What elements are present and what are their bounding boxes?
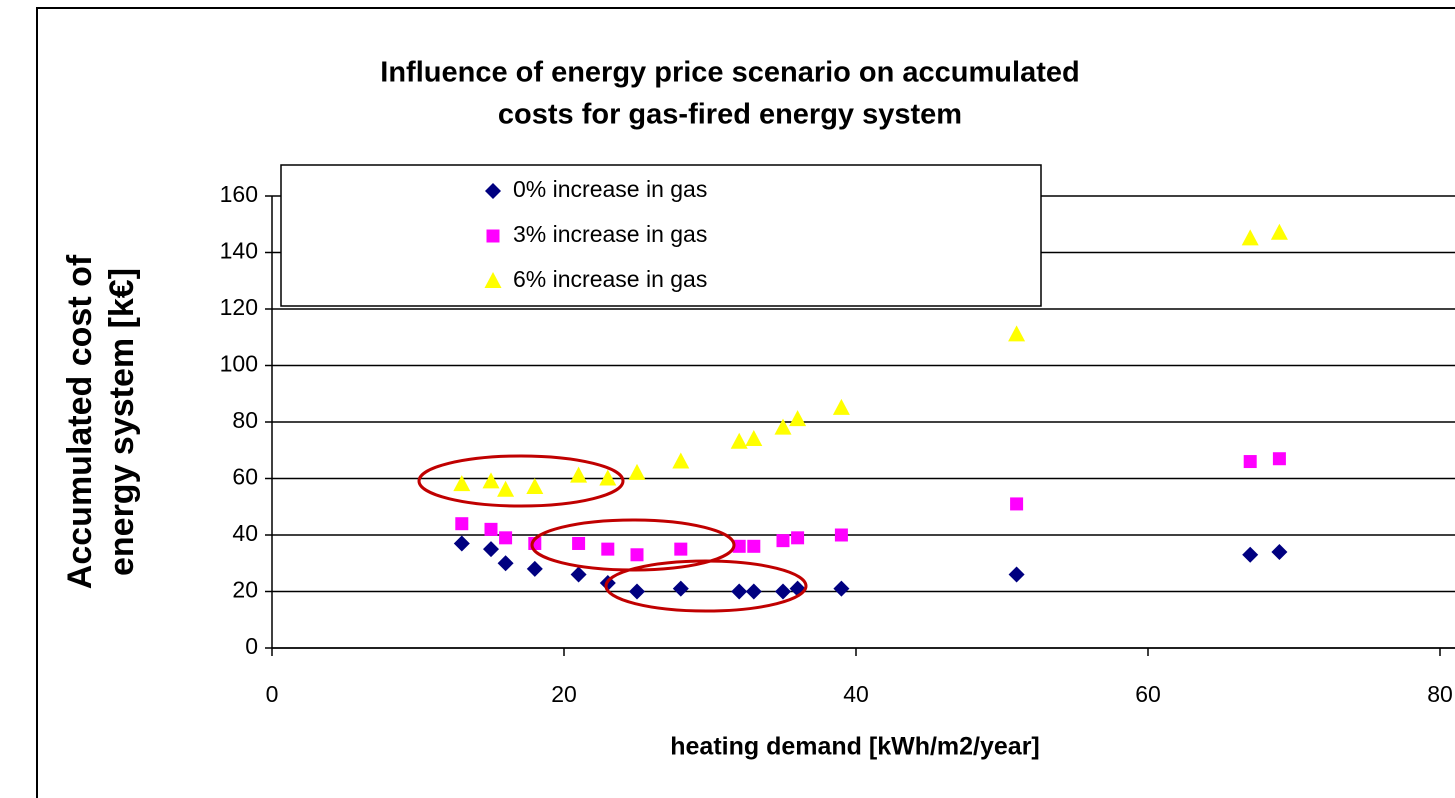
point bbox=[1241, 229, 1259, 246]
point bbox=[629, 583, 645, 600]
point bbox=[1008, 566, 1025, 583]
x-tick-label: 20 bbox=[551, 681, 577, 707]
point bbox=[730, 432, 748, 449]
y-tick-label: 80 bbox=[232, 407, 258, 433]
y-tick-label: 160 bbox=[220, 181, 258, 207]
chart-frame bbox=[36, 7, 1455, 798]
x-tick-label: 60 bbox=[1135, 681, 1161, 707]
y-tick-label: 20 bbox=[232, 577, 258, 603]
point bbox=[484, 522, 498, 536]
y-axis-label: energy system [k€] bbox=[103, 268, 141, 576]
ellipse bbox=[604, 559, 808, 613]
ellipse bbox=[417, 454, 625, 508]
point bbox=[1008, 325, 1026, 342]
point bbox=[1270, 223, 1288, 240]
y-tick-label: 140 bbox=[220, 238, 258, 264]
point bbox=[1243, 455, 1257, 469]
point bbox=[747, 539, 761, 553]
point bbox=[526, 477, 544, 494]
point bbox=[455, 517, 469, 531]
point bbox=[453, 535, 470, 552]
point bbox=[832, 398, 850, 415]
point bbox=[672, 580, 689, 597]
legend-marker bbox=[485, 183, 501, 199]
point bbox=[791, 531, 805, 545]
point bbox=[499, 531, 513, 545]
point bbox=[833, 580, 850, 597]
chart-title: Influence of energy price scenario on ac… bbox=[380, 57, 1079, 89]
point bbox=[745, 429, 763, 446]
legend-box bbox=[280, 164, 1042, 307]
point bbox=[674, 542, 688, 556]
point bbox=[732, 539, 746, 553]
point bbox=[601, 542, 615, 556]
point bbox=[1010, 497, 1024, 511]
point bbox=[776, 534, 790, 548]
point bbox=[745, 583, 762, 600]
point bbox=[731, 583, 748, 600]
point bbox=[672, 452, 690, 469]
point bbox=[570, 566, 587, 583]
legend-label: 3% increase in gas bbox=[513, 221, 707, 247]
y-tick-label: 120 bbox=[220, 294, 258, 320]
y-tick-label: 100 bbox=[220, 351, 258, 377]
legend-label: 0% increase in gas bbox=[513, 176, 707, 202]
point bbox=[483, 541, 499, 558]
x-axis-label: heating demand [kWh/m2/year] bbox=[670, 733, 1040, 761]
point bbox=[599, 469, 617, 486]
point bbox=[1271, 543, 1288, 560]
y-axis-label: Accumulated cost of bbox=[61, 254, 99, 589]
y-tick-label: 0 bbox=[245, 633, 258, 659]
chart-title: costs for gas-fired energy system bbox=[498, 99, 962, 131]
legend-label: 6% increase in gas bbox=[513, 266, 707, 292]
point bbox=[775, 583, 791, 600]
annotation-ellipses bbox=[417, 454, 808, 613]
x-tick-label: 0 bbox=[266, 681, 279, 707]
point bbox=[1272, 452, 1286, 466]
point bbox=[497, 480, 515, 497]
point bbox=[834, 528, 848, 542]
legend-marker bbox=[486, 229, 500, 243]
x-tick-label: 80 bbox=[1427, 681, 1453, 707]
y-tick-label: 40 bbox=[232, 520, 258, 546]
point bbox=[630, 548, 644, 562]
point bbox=[482, 472, 500, 489]
y-tick-label: 60 bbox=[232, 464, 258, 490]
point bbox=[1242, 546, 1259, 563]
point bbox=[526, 560, 543, 577]
point bbox=[497, 555, 514, 572]
point bbox=[628, 463, 646, 480]
point bbox=[789, 410, 807, 427]
x-tick-label: 40 bbox=[843, 681, 869, 707]
legend-marker bbox=[484, 272, 502, 288]
point bbox=[570, 466, 588, 483]
point bbox=[572, 536, 586, 550]
point bbox=[453, 475, 471, 492]
legend: 0% increase in gas 3% increase in gas 6% i… bbox=[280, 164, 1042, 307]
point bbox=[774, 418, 792, 435]
